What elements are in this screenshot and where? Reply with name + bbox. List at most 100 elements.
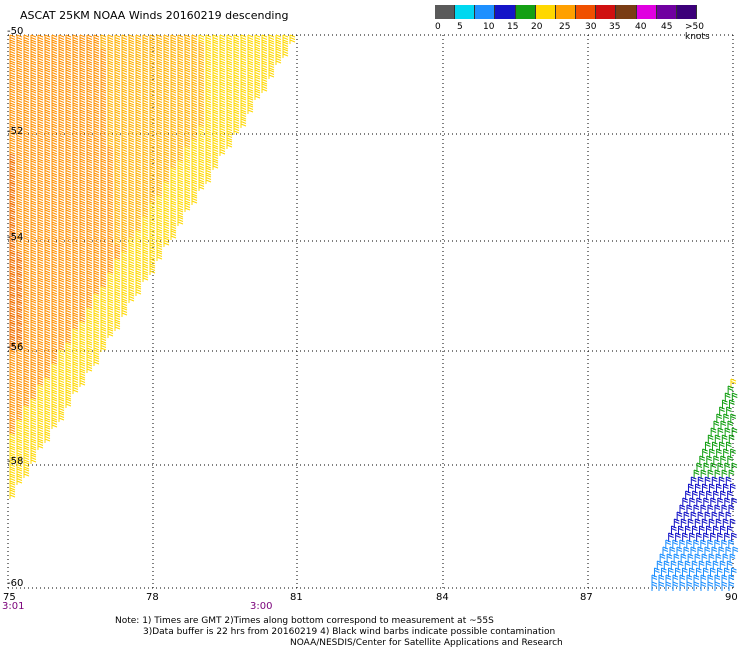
- wind-barb: [694, 518, 701, 528]
- wind-barb: [707, 434, 714, 444]
- footnotes: Note: 1) Times are GMT 2)Times along bot…: [115, 616, 563, 649]
- wind-barb: [51, 258, 58, 268]
- wind-barb: [107, 62, 114, 72]
- wind-barb: [198, 83, 205, 93]
- wind-barb: [163, 181, 170, 191]
- note-line-1: Note: 1) Times are GMT 2)Times along bot…: [115, 616, 494, 626]
- wind-barb: [16, 188, 23, 198]
- wind-barb: [58, 363, 65, 373]
- wind-barb: [44, 34, 51, 44]
- wind-barb: [219, 76, 226, 86]
- wind-barb: [704, 476, 711, 486]
- wind-barb: [135, 62, 142, 72]
- wind-barb: [282, 34, 289, 44]
- wind-barb: [219, 132, 226, 142]
- wind-barb: [44, 258, 51, 268]
- wind-barb: [149, 237, 156, 247]
- wind-barb: [100, 90, 107, 100]
- wind-barb: [723, 413, 729, 423]
- wind-barb: [93, 328, 100, 338]
- wind-barb: [680, 553, 687, 563]
- wind-barb: [163, 62, 170, 72]
- wind-barb: [107, 216, 114, 226]
- wind-barb: [177, 111, 184, 121]
- wind-barb: [79, 90, 86, 100]
- wind-barb: [713, 490, 719, 500]
- wind-barb: [16, 167, 23, 177]
- wind-barb: [23, 251, 30, 261]
- wind-barb: [51, 34, 58, 44]
- wind-barb: [58, 251, 65, 261]
- wind-barb: [100, 307, 107, 317]
- wind-barb: [16, 62, 23, 72]
- wind-barb: [9, 468, 16, 478]
- wind-barb: [128, 125, 135, 135]
- wind-barb: [114, 125, 121, 135]
- wind-barb: [254, 41, 261, 51]
- wind-barb: [156, 62, 163, 72]
- wind-barb: [16, 48, 23, 58]
- wind-barb: [79, 230, 86, 240]
- wind-barb: [128, 279, 135, 289]
- wind-barb: [135, 83, 142, 93]
- wind-barb: [86, 153, 93, 163]
- wind-barb: [198, 55, 205, 65]
- wind-barb: [51, 181, 58, 191]
- wind-barb: [673, 518, 680, 528]
- wind-barb: [240, 69, 247, 79]
- wind-barb: [9, 83, 16, 93]
- wind-barb: [65, 265, 72, 275]
- wind-barb: [9, 188, 16, 199]
- wind-barb: [30, 349, 37, 359]
- wind-barb: [9, 272, 16, 283]
- wind-barb: [86, 55, 93, 65]
- wind-barb: [72, 202, 79, 212]
- wind-barb: [114, 202, 121, 212]
- wind-barb: [79, 265, 86, 275]
- wind-barb: [30, 314, 37, 324]
- wind-barb: [37, 265, 44, 275]
- wind-barb: [30, 48, 37, 58]
- wind-barb: [191, 111, 198, 121]
- wind-barb: [128, 48, 135, 58]
- wind-barb: [121, 90, 128, 100]
- wind-barb: [65, 363, 72, 373]
- wind-barb: [121, 76, 128, 86]
- legend-label-25: 25: [559, 22, 571, 32]
- wind-barb: [730, 567, 737, 577]
- wind-barb: [702, 448, 708, 458]
- wind-barb: [93, 153, 100, 163]
- wind-barb: [37, 398, 44, 408]
- wind-barb: [44, 118, 51, 128]
- wind-barb: [163, 209, 170, 219]
- wind-barb: [114, 97, 121, 107]
- wind-barb: [51, 160, 58, 170]
- wind-barb: [58, 272, 65, 282]
- wind-barb: [23, 440, 30, 450]
- wind-barb: [219, 55, 226, 65]
- wind-barb: [163, 230, 170, 240]
- wind-barb: [65, 230, 72, 240]
- wind-barb: [205, 48, 212, 58]
- wind-barb: [114, 209, 121, 219]
- wind-barb: [72, 251, 79, 261]
- wind-barb: [37, 370, 44, 380]
- wind-barb: [23, 104, 30, 114]
- wind-barb: [65, 55, 72, 65]
- wind-barb: [23, 272, 30, 282]
- legend-color-bar: [435, 5, 698, 19]
- wind-barb: [135, 251, 142, 261]
- wind-barb: [240, 83, 247, 93]
- wind-barb: [212, 97, 219, 107]
- wind-barb: [23, 48, 30, 58]
- wind-barb: [37, 335, 44, 345]
- wind-barb: [177, 118, 184, 128]
- wind-barb: [58, 97, 65, 107]
- wind-barb: [156, 223, 163, 233]
- wind-barb: [58, 356, 65, 366]
- wind-barb: [107, 321, 114, 331]
- wind-barb: [9, 265, 16, 276]
- wind-barb: [93, 356, 100, 366]
- wind-barb: [44, 300, 51, 310]
- wind-barb: [163, 48, 170, 58]
